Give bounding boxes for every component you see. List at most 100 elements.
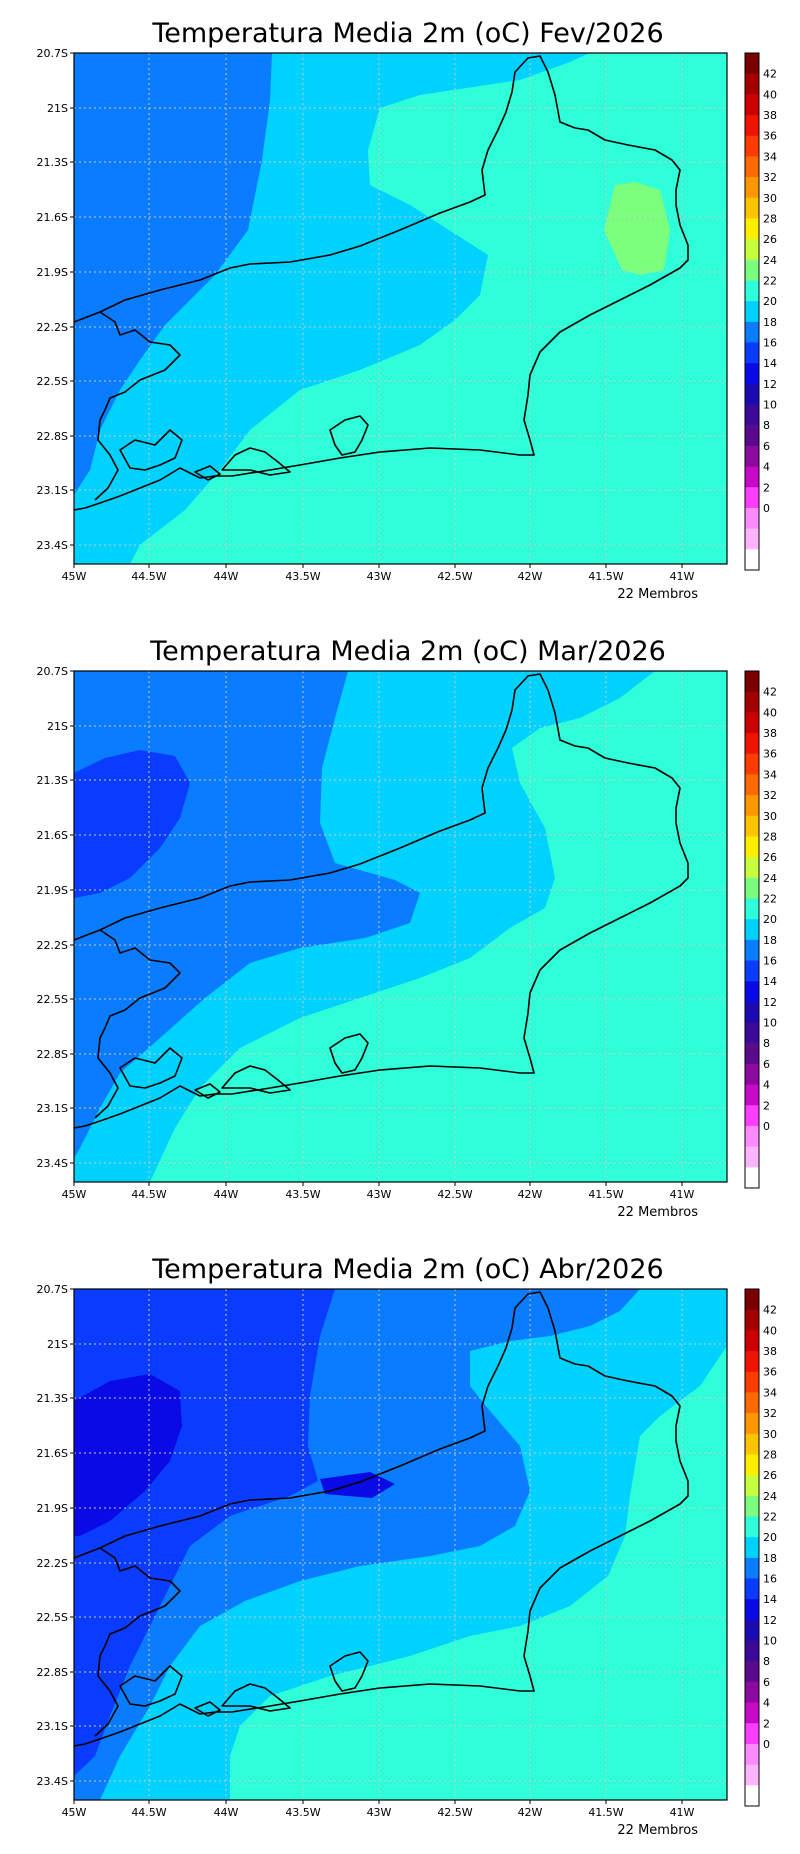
colorbar-label: 8 [763,1655,770,1668]
colorbar-label: 36 [763,748,777,761]
colorbar-swatch [745,836,759,858]
colorbar-label: 0 [763,1120,770,1133]
map-frame [73,670,728,1183]
colorbar-swatch [745,466,759,488]
colorbar-swatch [745,425,759,447]
colorbar-label: 42 [763,1304,777,1317]
colorbar-label: 38 [763,109,777,122]
colorbar-swatch [745,156,759,178]
colorbar-swatch [745,898,759,920]
longitude-label: 43.5W [285,1806,320,1819]
longitude-label: 44.5W [131,570,166,583]
longitude-label: 42.5W [437,1188,472,1201]
colorbar-label: 32 [763,1407,777,1420]
colorbar-swatch [745,53,759,75]
colorbar-swatch [745,1495,759,1517]
colorbar-label: 24 [763,872,777,885]
latitude-label: 21S [47,1338,68,1351]
colorbar-label: 6 [763,440,770,453]
temperature-region [74,1374,182,1536]
latitude-label: 22.8S [37,430,68,443]
graticule [74,53,727,564]
latitude-label: 22.8S [37,1048,68,1061]
latitude-label: 21.6S [37,211,68,224]
temperature-region [74,53,272,495]
colorbar-swatch [745,712,759,734]
colorbar-swatch [745,1125,759,1148]
colorbar-label: 8 [763,419,770,432]
colorbar-label: 24 [763,1490,777,1503]
colorbar-label: 38 [763,727,777,740]
colorbar-label: 22 [763,274,777,287]
colorbar-label: 30 [763,192,777,205]
colorbar-label: 12 [763,996,777,1009]
colorbar-label: 28 [763,1448,777,1461]
colorbar-swatch [745,1702,759,1724]
colorbar-swatch [745,1392,759,1414]
colorbar-swatch [745,1022,759,1044]
map-area: 20.7S21S21.3S21.6S21.9S22.2S22.5S22.8S23… [37,47,777,583]
colorbar-label: 2 [763,1099,770,1112]
latitude-label: 23.4S [37,539,68,552]
colorbar-swatch [745,528,759,550]
latitude-label: 21.6S [37,829,68,842]
colorbar-label: 42 [763,686,777,699]
map-area: 20.7S21S21.3S21.6S21.9S22.2S22.5S22.8S23… [37,1283,777,1819]
latitude-label: 23.1S [37,1102,68,1115]
colorbar-swatch [745,363,759,385]
colorbar-swatch [745,1371,759,1393]
colorbar-label: 22 [763,892,777,905]
colorbar-swatch [745,280,759,302]
colorbar-swatch [745,1351,759,1373]
colorbar-label: 26 [763,851,777,864]
colorbar-swatch [745,1599,759,1621]
latitude-label: 21.6S [37,1447,68,1460]
colorbar-label: 24 [763,254,777,267]
colorbar-label: 40 [763,1324,777,1337]
colorbar-swatch [745,301,759,323]
colorbar-swatch [745,1516,759,1538]
latitude-label: 23.1S [37,1720,68,1733]
longitude-label: 45W [62,570,87,583]
colorbar-swatch [745,1433,759,1455]
colorbar-swatch [745,1681,759,1704]
colorbar-swatch [745,218,759,240]
colorbar-swatch [745,1475,759,1497]
colorbar-label: 16 [763,1573,777,1586]
colorbar-swatch [745,795,759,817]
colorbar-label: 38 [763,1345,777,1358]
colorbar-swatch [745,239,759,261]
colorbar-label: 28 [763,830,777,843]
longitude-label: 44W [214,1188,239,1201]
colorbar-swatch [745,383,759,406]
longitude-label: 43.5W [285,1188,320,1201]
graticule [74,671,727,1182]
colorbar-label: 32 [763,171,777,184]
colorbar-swatch [745,1289,759,1311]
colorbar-label: 36 [763,130,777,143]
colorbar-swatch [745,1537,759,1559]
map-panel-abr: Temperatura Media 2m (oC) Abr/2026 20.7S… [0,1236,800,1854]
colorbar-swatch [745,115,759,137]
colorbar-label: 32 [763,789,777,802]
longitude-label: 44.5W [131,1806,166,1819]
colorbar-label: 8 [763,1037,770,1050]
latitude-label: 21.9S [37,1502,68,1515]
colorbar-label: 10 [763,1635,777,1648]
colorbar-label: 6 [763,1058,770,1071]
graticule [74,1289,727,1800]
colorbar-swatch [745,981,759,1003]
colorbar-swatch [745,1578,759,1600]
latitude-label: 21.3S [37,156,68,169]
colorbar-label: 28 [763,212,777,225]
colorbar-swatch [745,1167,759,1189]
colorbar-label: 12 [763,1614,777,1627]
latitude-label: 22.2S [37,939,68,952]
colorbar-label: 34 [763,150,777,163]
colorbar-swatch [745,177,759,199]
colorbar-swatch [745,1785,759,1807]
longitude-label: 42.5W [437,570,472,583]
member-count: 22 Membros [617,1205,698,1220]
longitude-label: 44W [214,570,239,583]
